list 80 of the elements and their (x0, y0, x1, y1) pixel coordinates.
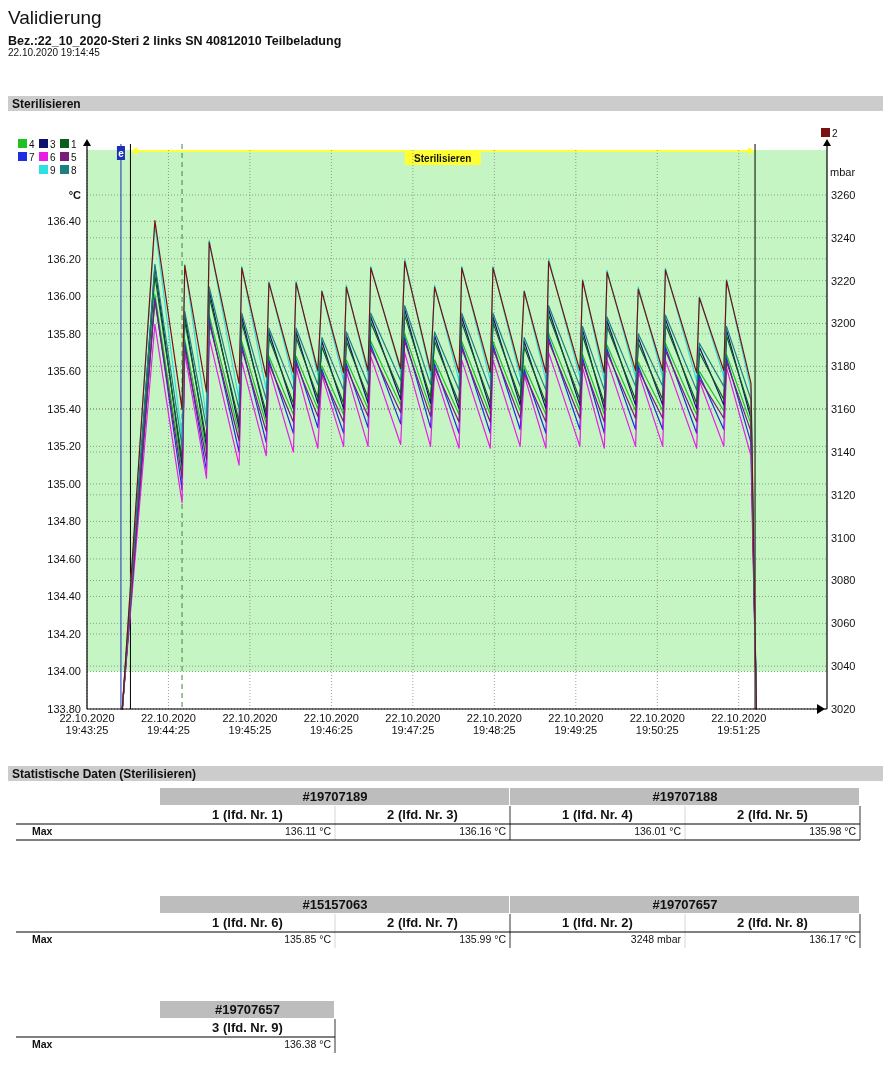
x-tick-label: 22.10.2020 19:43:25 (59, 712, 115, 736)
y2-tick-label: 3140 (831, 445, 856, 458)
text: 136.17 °C (809, 933, 857, 945)
y-tick-label: 136.40 (47, 215, 81, 228)
text: #19707188 (652, 789, 718, 804)
x-tick-label: 22.10.2020 19:45:25 (222, 712, 278, 736)
text: #19707657 (214, 1002, 281, 1017)
legend-label: 2 (832, 127, 838, 139)
text: 135.98 °C (809, 825, 857, 837)
text: 136.11 °C (284, 825, 332, 837)
text: 2 (lfd. Nr. 8) (737, 915, 808, 930)
text: Statistische Daten (Sterilisieren) (12, 767, 197, 781)
y-tick-label: 134.60 (47, 552, 81, 565)
y2-tick-label: 3100 (831, 531, 856, 544)
x-tick-label: 22.10.2020 19:47:25 (385, 712, 441, 736)
text: 2 (lfd. Nr. 5) (737, 807, 808, 822)
text: 22.10.2020 19:14:45 (8, 47, 101, 58)
x-tick-label: 22.10.2020 19:50:25 (629, 712, 685, 736)
text: 1 (lfd. Nr. 4) (562, 807, 633, 822)
text: 1 (lfd. Nr. 6) (212, 915, 283, 930)
y2-tick-label: 3180 (831, 360, 856, 373)
y-tick-label: 135.20 (47, 440, 81, 453)
text: Max (32, 1038, 53, 1050)
y-tick-label: 134.80 (47, 515, 81, 528)
y-tick-label: 135.60 (47, 365, 81, 378)
legend-label: 1 (71, 138, 77, 150)
chart-subtitle: Bez.:22_10_2020-Steri 2 links SN 40812010 Teilbeladung (8, 34, 342, 48)
y-tick-label: 135.80 (47, 327, 81, 340)
y-tick-label: 134.40 (47, 590, 81, 603)
y2-tick-label: 3160 (831, 403, 856, 416)
y-axis-title: °C (68, 189, 82, 201)
y-tick-label: 136.00 (47, 290, 81, 303)
x-tick-label: 22.10.2020 19:44:25 (140, 712, 196, 736)
text: 136.38 °C (284, 1038, 332, 1050)
x-tick-label: 22.10.2020 19:48:25 (466, 712, 522, 736)
y2-tick-label: 3020 (831, 703, 856, 715)
y-tick-label: 136.20 (47, 252, 81, 265)
text: 136.16 °C (459, 825, 507, 837)
x-tick-label: 22.10.2020 19:49:25 (548, 712, 604, 736)
text: 2 (lfd. Nr. 3) (387, 807, 458, 822)
text: 3248 mbar (630, 933, 682, 945)
y-tick-label: 133.80 (47, 703, 81, 715)
text: 135.85 °C (284, 933, 332, 945)
text: 1 (lfd. Nr. 2) (562, 915, 633, 930)
text: #15157063 (302, 897, 368, 912)
y-tick-label: 134.20 (47, 627, 81, 640)
y-tick-label: 134.00 (47, 665, 81, 678)
text: #19707657 (652, 897, 718, 912)
ref-line-label: e (118, 148, 125, 159)
y-tick-label: 135.00 (47, 477, 81, 490)
y2-tick-label: 3040 (831, 660, 856, 673)
legend-label: 8 (71, 164, 77, 176)
x-tick-label: 22.10.2020 19:51:25 (711, 712, 767, 736)
y-tick-label: 135.40 (47, 402, 81, 415)
legend-label: 9 (50, 164, 56, 176)
y2-tick-label: 3200 (831, 317, 856, 330)
legend-label: 7 (29, 151, 35, 163)
text: 136.01 °C (634, 825, 682, 837)
y2-tick-label: 3240 (831, 231, 856, 244)
y2-tick-label: 3120 (831, 488, 856, 501)
y2-tick-label: 3080 (831, 574, 856, 587)
y2-tick-label: 3220 (831, 274, 856, 287)
text: Max (32, 825, 53, 837)
text: Max (32, 933, 53, 945)
y2-tick-label: 3260 (831, 188, 856, 201)
text: 135.99 °C (459, 933, 507, 945)
text: 2 (lfd. Nr. 7) (387, 915, 458, 930)
legend-label: 4 (29, 138, 35, 150)
text: Sterilisieren (12, 97, 81, 111)
text: 1 (lfd. Nr. 1) (212, 807, 283, 822)
y2-axis-title: mbar (830, 166, 856, 178)
legend-label: 5 (71, 151, 77, 163)
text: 3 (lfd. Nr. 9) (212, 1020, 283, 1035)
annotation: Sterilisieren (414, 153, 472, 164)
legend-label: 3 (50, 138, 56, 150)
y2-tick-label: 3060 (831, 617, 856, 630)
legend-label: 6 (50, 151, 56, 163)
text: #19707189 (302, 789, 368, 804)
chart-title: Validierung (8, 7, 102, 28)
x-tick-label: 22.10.2020 19:46:25 (303, 712, 359, 736)
